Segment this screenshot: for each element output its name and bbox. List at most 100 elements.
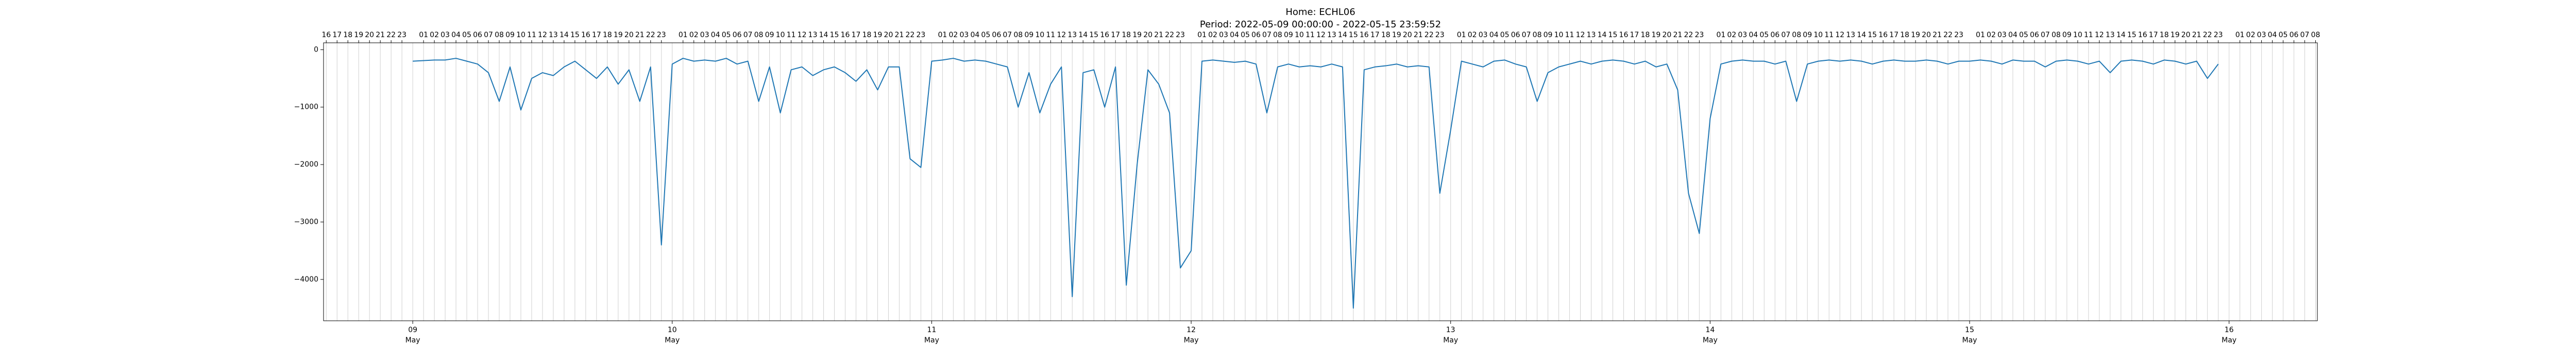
x2-tick-label: 04 bbox=[1749, 31, 1758, 39]
x-tick-label: 14 May bbox=[1702, 326, 1718, 344]
x2-tick-label: 15 bbox=[830, 31, 839, 39]
x2-tick-label: 18 bbox=[1381, 31, 1391, 39]
x2-tick-label: 13 bbox=[549, 31, 558, 39]
x2-tick-label: 05 bbox=[2019, 31, 2028, 39]
x2-tick-label: 07 bbox=[743, 31, 753, 39]
x2-tick-label: 13 bbox=[1587, 31, 1596, 39]
x2-tick-label: 15 bbox=[1868, 31, 1877, 39]
x2-tick-label: 11 bbox=[787, 31, 796, 39]
x2-tick-label: 02 bbox=[1208, 31, 1217, 39]
x2-tick-label: 05 bbox=[462, 31, 471, 39]
x2-tick-label: 03 bbox=[1997, 31, 2007, 39]
x2-tick-label: 02 bbox=[1727, 31, 1736, 39]
x2-tick-label: 12 bbox=[1835, 31, 1844, 39]
x2-tick-label: 17 bbox=[1889, 31, 1899, 39]
x2-tick-label: 16 bbox=[2138, 31, 2147, 39]
x2-tick-label: 11 bbox=[2084, 31, 2093, 39]
x2-tick-label: 15 bbox=[570, 31, 580, 39]
x2-tick-label: 15 bbox=[1349, 31, 1358, 39]
x2-tick-label: 09 bbox=[1284, 31, 1293, 39]
x2-tick-label: 08 bbox=[1533, 31, 1542, 39]
x2-tick-label: 06 bbox=[2290, 31, 2299, 39]
x2-tick-label: 17 bbox=[592, 31, 601, 39]
x2-tick-label: 09 bbox=[765, 31, 774, 39]
x2-tick-label: 16 bbox=[1619, 31, 1629, 39]
x2-tick-label: 21 bbox=[1414, 31, 1423, 39]
x2-tick-label: 06 bbox=[473, 31, 482, 39]
x2-tick-label: 21 bbox=[376, 31, 385, 39]
x2-tick-label: 23 bbox=[1176, 31, 1185, 39]
x2-tick-label: 15 bbox=[1089, 31, 1098, 39]
x2-tick-label: 08 bbox=[1013, 31, 1023, 39]
x2-tick-label: 07 bbox=[2300, 31, 2310, 39]
x2-tick-label: 23 bbox=[917, 31, 926, 39]
y-tick-label: −2000 bbox=[294, 160, 318, 169]
data-line bbox=[413, 58, 2219, 309]
x2-tick-label: 21 bbox=[895, 31, 904, 39]
x2-tick-label: 14 bbox=[560, 31, 569, 39]
x2-tick-label: 23 bbox=[1694, 31, 1704, 39]
y-tick-label: 0 bbox=[314, 45, 318, 54]
x2-tick-label: 02 bbox=[948, 31, 958, 39]
x2-tick-label: 12 bbox=[798, 31, 807, 39]
x2-tick-label: 12 bbox=[1316, 31, 1326, 39]
x2-tick-label: 23 bbox=[1954, 31, 1963, 39]
x2-tick-label: 10 bbox=[1295, 31, 1304, 39]
x2-tick-label: 17 bbox=[332, 31, 342, 39]
x2-tick-label: 02 bbox=[430, 31, 439, 39]
x2-tick-label: 05 bbox=[1500, 31, 1510, 39]
x2-tick-label: 05 bbox=[1241, 31, 1250, 39]
x2-tick-label: 16 bbox=[1878, 31, 1888, 39]
x2-tick-label: 16 bbox=[1100, 31, 1109, 39]
x2-tick-label: 19 bbox=[1132, 31, 1142, 39]
x2-tick-label: 20 bbox=[1662, 31, 1671, 39]
x2-tick-label: 17 bbox=[1630, 31, 1639, 39]
x2-tick-label: 11 bbox=[1306, 31, 1315, 39]
x2-tick-label: 14 bbox=[1857, 31, 1866, 39]
x2-tick-label: 03 bbox=[2257, 31, 2266, 39]
x2-tick-label: 01 bbox=[419, 31, 428, 39]
x2-tick-label: 05 bbox=[722, 31, 731, 39]
y-tick-label: −3000 bbox=[294, 218, 318, 226]
x2-tick-label: 16 bbox=[581, 31, 590, 39]
x-tick-label: 15 May bbox=[1962, 326, 1977, 344]
x2-tick-label: 11 bbox=[527, 31, 536, 39]
x2-tick-label: 19 bbox=[614, 31, 623, 39]
x2-tick-label: 02 bbox=[1468, 31, 1477, 39]
x2-tick-label: 04 bbox=[2268, 31, 2277, 39]
x-tick-label: 09 May bbox=[405, 326, 420, 344]
x2-tick-label: 23 bbox=[1435, 31, 1445, 39]
x2-tick-label: 03 bbox=[700, 31, 709, 39]
x2-tick-label: 14 bbox=[819, 31, 828, 39]
x2-tick-label: 17 bbox=[1370, 31, 1380, 39]
x2-tick-label: 13 bbox=[2106, 31, 2115, 39]
x2-tick-label: 04 bbox=[711, 31, 720, 39]
x2-tick-label: 03 bbox=[959, 31, 969, 39]
x2-tick-label: 04 bbox=[970, 31, 979, 39]
x2-tick-label: 04 bbox=[1230, 31, 1239, 39]
x2-tick-label: 22 bbox=[1425, 31, 1434, 39]
x2-tick-label: 21 bbox=[1933, 31, 1942, 39]
x2-tick-label: 13 bbox=[1327, 31, 1336, 39]
x-tick-label: 11 May bbox=[924, 326, 939, 344]
x2-tick-label: 19 bbox=[2171, 31, 2180, 39]
x2-tick-label: 20 bbox=[1143, 31, 1153, 39]
x2-tick-label: 16 bbox=[841, 31, 850, 39]
x2-tick-label: 08 bbox=[1792, 31, 1801, 39]
x2-tick-label: 01 bbox=[1716, 31, 1725, 39]
x2-tick-label: 08 bbox=[495, 31, 504, 39]
x2-tick-label: 21 bbox=[2192, 31, 2201, 39]
x2-tick-label: 20 bbox=[624, 31, 634, 39]
x2-tick-label: 03 bbox=[1479, 31, 1488, 39]
x2-tick-label: 02 bbox=[689, 31, 699, 39]
x2-tick-label: 04 bbox=[451, 31, 461, 39]
x2-tick-label: 10 bbox=[1035, 31, 1044, 39]
y-tick-label: −4000 bbox=[294, 275, 318, 284]
x2-tick-label: 08 bbox=[2311, 31, 2320, 39]
plot-frame bbox=[323, 42, 2318, 321]
x2-tick-label: 08 bbox=[754, 31, 764, 39]
x2-tick-label: 15 bbox=[2127, 31, 2137, 39]
x2-tick-label: 06 bbox=[992, 31, 1001, 39]
